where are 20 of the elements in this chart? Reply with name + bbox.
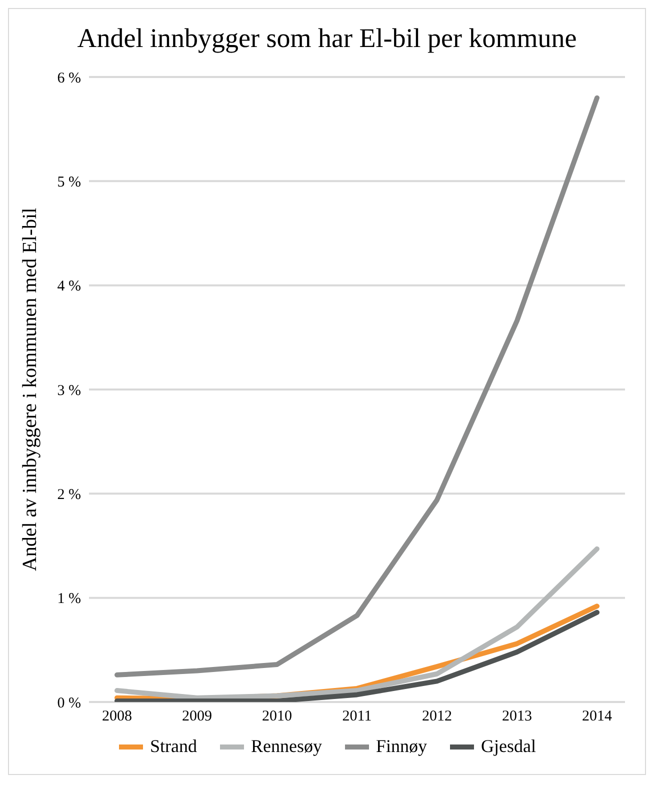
x-tick-label: 2012 <box>422 708 452 725</box>
y-tick-label: 0 % <box>57 695 81 712</box>
x-tick-label: 2014 <box>582 708 612 725</box>
legend-label: Strand <box>150 736 197 757</box>
legend-label: Rennesøy <box>251 736 322 757</box>
y-tick-label: 3 % <box>57 382 81 399</box>
y-axis-title: Andel av innbyggere i kommunen med El-bil <box>19 207 42 572</box>
y-tick-label: 1 % <box>57 591 81 608</box>
x-tick-label: 2009 <box>182 708 212 725</box>
x-tick-label: 2013 <box>502 708 532 725</box>
y-tick-label: 5 % <box>57 174 81 190</box>
chart-title: Andel innbygger som har El-bil per kommune <box>76 23 578 55</box>
y-tick-label: 2 % <box>57 486 81 503</box>
x-tick-label: 2008 <box>102 708 132 725</box>
legend-label: Gjesdal <box>481 736 536 757</box>
x-tick-label: 2010 <box>262 708 292 725</box>
x-tick-label: 2011 <box>342 708 372 725</box>
y-tick-label: 6 % <box>57 70 81 86</box>
y-tick-label: 4 % <box>57 278 81 295</box>
legend-label: Finnøy <box>376 736 428 757</box>
